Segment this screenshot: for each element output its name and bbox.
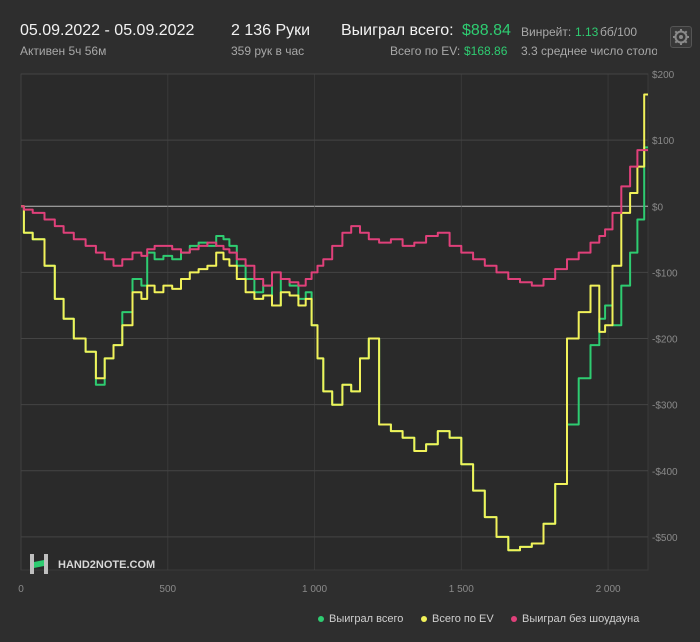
ev-total-label: Всего по EV: [390, 44, 461, 58]
date-range[interactable]: 05.09.2022 - 05.09.2022 [20, 22, 195, 39]
hand2note-logo: HAND2NOTE.COM [30, 554, 155, 574]
legend-ev[interactable]: Всего по EV [421, 613, 494, 625]
hands-per-hour: 359 рук в час [231, 44, 305, 58]
avg-tables: 3.3 среднее число столов [521, 44, 657, 58]
chart-canvas: $200 $100 $0 -$100 -$200 -$300 -$400 -$500 0 500 1… [18, 70, 678, 595]
y-tick-label: $200 [652, 70, 675, 81]
legend-nosd-label: Выиграл без шоудауна [522, 613, 640, 625]
won-total-label: Выиграл всего: [341, 22, 454, 39]
stats-header: 05.09.2022 - 05.09.2022 Активен 5ч 56м 2… [0, 0, 700, 64]
profit-chart: $200 $100 $0 -$100 -$200 -$300 -$400 -$500 0 500 1… [0, 64, 700, 637]
won-total-value: $88.84 [462, 22, 511, 39]
legend-nosd-dot [511, 616, 517, 623]
grid [20, 73, 649, 571]
hand2note-logo-icon [30, 554, 48, 574]
avg-tables-clip: 3.3 среднее число столов [521, 44, 657, 60]
y-tick-label: $100 [652, 136, 675, 147]
x-tick-label: 1 500 [449, 584, 474, 595]
x-tick-label: 500 [159, 584, 176, 595]
y-tick-label: -$300 [652, 401, 678, 412]
y-tick-label: $0 [652, 202, 664, 213]
logo-text: HAND2NOTE.COM [58, 559, 155, 571]
winrate-value: 1.13 [575, 25, 599, 39]
series-line-1 [21, 93, 648, 552]
plot-area [20, 73, 649, 571]
gear-icon [673, 29, 689, 45]
legend-ev-label: Всего по EV [432, 613, 494, 625]
axes: $200 $100 $0 -$100 -$200 -$300 -$400 -$500 0 500 1… [18, 70, 678, 595]
winrate-label: Винрейт: [521, 25, 572, 39]
hands-count: 2 136 Руки [231, 22, 311, 39]
y-tick-label: -$400 [652, 467, 678, 478]
winrate-unit: бб/100 [600, 25, 638, 39]
legend-ev-dot [421, 616, 427, 623]
legend-won[interactable]: Выиграл всего [318, 613, 403, 625]
series-lines [21, 93, 648, 552]
legend-nosd[interactable]: Выиграл без шоудауна [511, 613, 639, 625]
active-time: Активен 5ч 56м [20, 44, 107, 58]
ev-total-value: $168.86 [464, 44, 508, 58]
y-tick-label: -$500 [652, 533, 678, 544]
y-tick-label: -$200 [652, 335, 678, 346]
x-tick-label: 2 000 [596, 584, 621, 595]
settings-button[interactable] [670, 26, 692, 48]
legend-won-label: Выиграл всего [329, 613, 404, 625]
y-tick-label: -$100 [652, 268, 678, 279]
x-tick-label: 0 [18, 584, 24, 595]
series-line-2 [21, 149, 648, 287]
legend-won-dot [318, 616, 324, 623]
x-tick-label: 1 000 [302, 584, 327, 595]
